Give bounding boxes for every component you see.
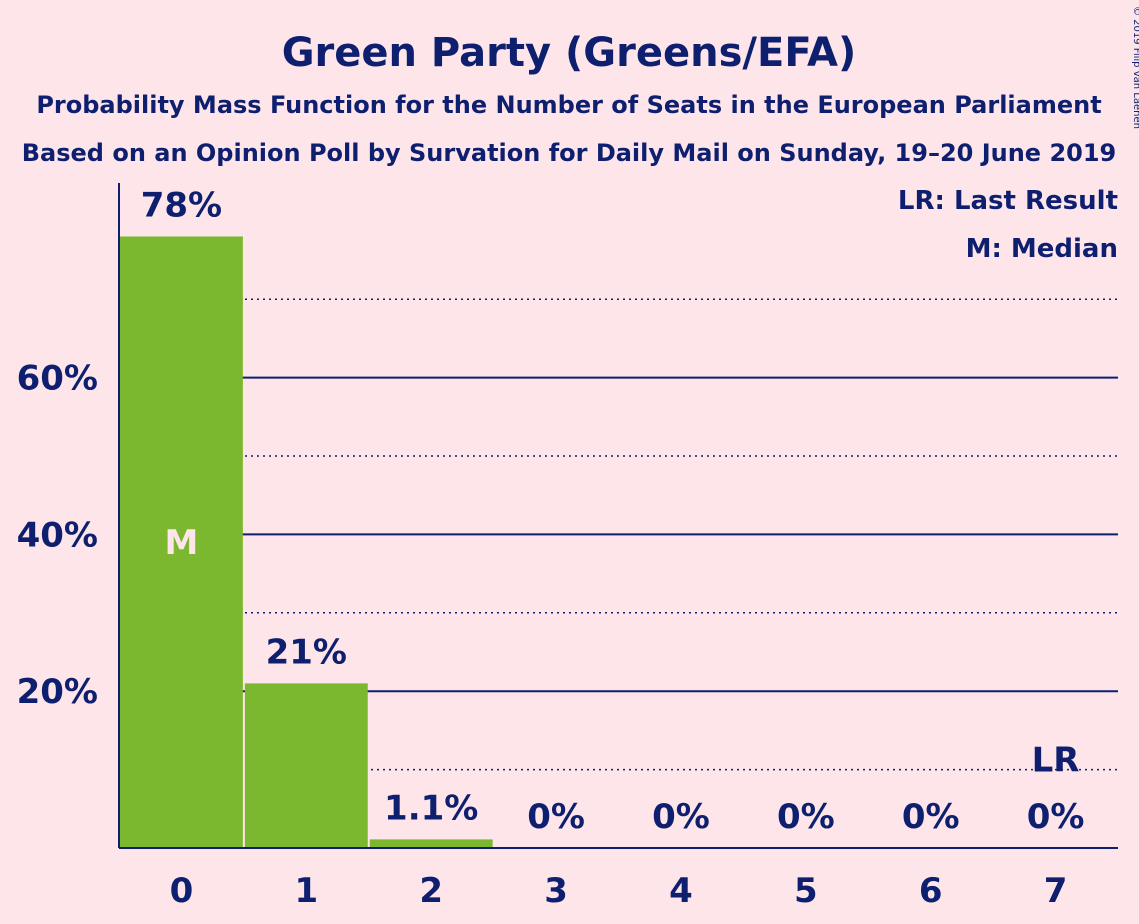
x-tick-label: 3 [544, 871, 568, 911]
bar [369, 839, 493, 848]
x-tick-label: 1 [294, 871, 318, 911]
chart-title: Green Party (Greens/EFA) [282, 30, 857, 76]
x-tick-label: 0 [170, 871, 194, 911]
value-label: 0% [777, 797, 835, 837]
x-tick-label: 7 [1044, 871, 1068, 911]
value-label: 0% [1027, 797, 1085, 837]
x-tick-label: 6 [919, 871, 943, 911]
value-label: 21% [266, 632, 347, 672]
bar [120, 236, 243, 849]
bars [120, 236, 493, 849]
x-tick-label: 5 [794, 871, 818, 911]
y-tick-label: 60% [17, 359, 98, 399]
value-label: 0% [527, 797, 585, 837]
x-tick-labels: 0 1 2 3 4 5 6 7 [170, 871, 1068, 911]
value-label: 1.1% [384, 788, 478, 828]
x-tick-label: 4 [669, 871, 693, 911]
y-tick-label: 40% [17, 515, 98, 555]
median-marker: M [165, 523, 199, 563]
value-label: 0% [902, 797, 960, 837]
legend-median: M: Median [966, 234, 1118, 264]
legend-last-result: LR: Last Result [898, 186, 1118, 216]
x-tick-label: 2 [419, 871, 443, 911]
bar [244, 683, 368, 848]
chart-subtitle-2: Based on an Opinion Poll by Survation fo… [22, 139, 1116, 167]
gridlines [119, 298, 1118, 771]
y-tick-labels: 20% 40% 60% [17, 359, 98, 713]
copyright-text: © 2019 Filip van Laenen [1131, 6, 1139, 129]
value-labels: 78% M 21% 1.1% 0% 0% 0% 0% 0% LR [141, 185, 1085, 837]
axes [118, 183, 1118, 849]
y-tick-label: 20% [17, 672, 98, 712]
chart-subtitle-1: Probability Mass Function for the Number… [36, 91, 1101, 119]
last-result-marker: LR [1032, 741, 1080, 781]
value-label: 78% [141, 185, 222, 225]
value-label: 0% [652, 797, 710, 837]
